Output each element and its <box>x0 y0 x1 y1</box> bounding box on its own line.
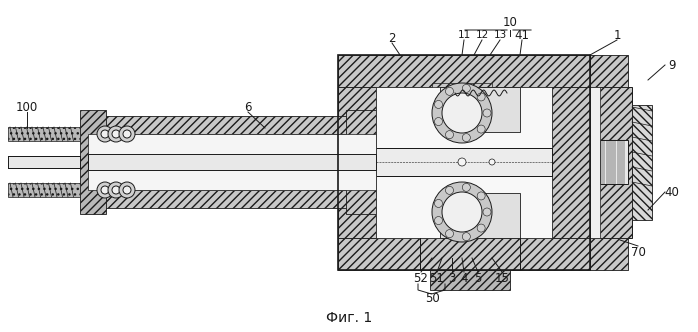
Circle shape <box>101 130 109 138</box>
Circle shape <box>458 158 466 166</box>
Bar <box>590 87 632 238</box>
Text: 51: 51 <box>429 272 445 285</box>
Bar <box>338 55 590 87</box>
Circle shape <box>442 192 482 232</box>
Bar <box>346 110 376 214</box>
Text: 12: 12 <box>475 30 489 40</box>
Text: Фиг. 1: Фиг. 1 <box>326 311 372 325</box>
Bar <box>552 87 590 238</box>
Circle shape <box>108 182 124 198</box>
Circle shape <box>432 182 492 242</box>
Bar <box>8 127 80 141</box>
Circle shape <box>435 216 443 224</box>
Text: 9: 9 <box>668 58 676 71</box>
Circle shape <box>477 93 485 101</box>
Bar <box>590 55 628 87</box>
Bar <box>590 238 628 270</box>
Bar <box>338 87 376 238</box>
Circle shape <box>435 118 443 125</box>
Circle shape <box>445 230 454 238</box>
Circle shape <box>462 84 470 92</box>
Text: 100: 100 <box>16 101 38 114</box>
Circle shape <box>435 200 443 208</box>
Circle shape <box>112 186 120 194</box>
Text: 4: 4 <box>460 272 468 285</box>
Text: 1: 1 <box>614 29 621 42</box>
Circle shape <box>477 125 485 133</box>
Bar <box>338 55 590 270</box>
Circle shape <box>119 182 135 198</box>
Circle shape <box>445 131 454 139</box>
Circle shape <box>119 126 135 142</box>
Circle shape <box>97 126 113 142</box>
Bar <box>376 87 552 238</box>
Circle shape <box>123 186 131 194</box>
Bar <box>80 110 106 214</box>
Circle shape <box>477 192 485 200</box>
Bar <box>440 87 520 132</box>
Circle shape <box>477 224 485 232</box>
Circle shape <box>445 186 454 194</box>
Text: 6: 6 <box>244 101 252 114</box>
Circle shape <box>435 101 443 109</box>
Circle shape <box>483 109 491 117</box>
Bar <box>440 193 520 238</box>
Bar <box>440 87 520 99</box>
Bar <box>432 182 492 242</box>
Text: 3: 3 <box>448 272 456 285</box>
Bar <box>88 154 376 170</box>
Circle shape <box>432 83 492 143</box>
Bar <box>590 87 600 238</box>
Circle shape <box>483 208 491 216</box>
Circle shape <box>101 186 109 194</box>
Bar <box>440 193 450 226</box>
Circle shape <box>123 130 131 138</box>
Text: 40: 40 <box>664 186 679 199</box>
Bar <box>88 134 376 190</box>
Bar <box>430 270 510 290</box>
Circle shape <box>108 126 124 142</box>
Circle shape <box>462 233 470 241</box>
Text: 5: 5 <box>475 272 482 285</box>
Bar <box>440 99 450 132</box>
Circle shape <box>489 159 495 165</box>
Text: 2: 2 <box>388 32 396 44</box>
Text: 41: 41 <box>514 29 530 42</box>
Bar <box>88 116 376 134</box>
Text: 70: 70 <box>630 245 646 259</box>
Bar <box>432 83 492 143</box>
Bar <box>510 99 520 132</box>
Text: 50: 50 <box>424 291 439 304</box>
Text: 10: 10 <box>503 16 517 29</box>
Circle shape <box>442 93 482 133</box>
Bar <box>88 190 376 208</box>
Bar <box>420 238 520 270</box>
Text: 11: 11 <box>457 30 470 40</box>
Circle shape <box>462 183 470 191</box>
Text: 13: 13 <box>493 30 507 40</box>
Text: 15: 15 <box>495 272 510 285</box>
Text: 52: 52 <box>413 272 429 285</box>
Bar <box>600 140 628 184</box>
Bar <box>376 148 552 176</box>
Circle shape <box>462 133 470 142</box>
Bar <box>338 238 590 270</box>
Bar <box>8 156 80 168</box>
Bar <box>632 105 652 220</box>
Bar <box>510 193 520 226</box>
Circle shape <box>97 182 113 198</box>
Bar <box>8 183 80 197</box>
Circle shape <box>445 87 454 95</box>
Bar <box>440 226 520 238</box>
Circle shape <box>112 130 120 138</box>
